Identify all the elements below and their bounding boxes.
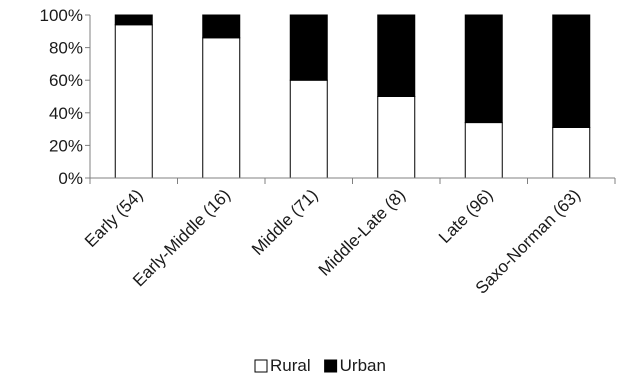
y-tick-label: 100% [40,6,83,25]
y-tick-label: 40% [49,104,83,123]
legend-label-urban: Urban [340,356,386,375]
x-category-label: Middle-Late (8) [315,185,409,279]
bar-urban-2 [289,14,328,81]
legend-label-rural: Rural [270,356,311,375]
x-category-label: Early (54) [81,185,147,251]
y-tick-label: 20% [49,136,83,155]
bar-rural-5 [552,126,591,179]
bar-urban-3 [377,14,416,97]
bar-urban-5 [552,14,591,128]
legend-swatch-rural [254,359,268,373]
legend: Rural Urban [254,356,386,375]
bar-urban-1 [202,14,241,39]
y-tick-label: 80% [49,39,83,58]
x-axis: Early (54)Early-Middle (16) Middle (71)Mi… [81,177,616,298]
bar-rural-0 [114,24,153,179]
bar-rural-4 [464,122,503,179]
x-category-label: Middle (71) [248,185,322,259]
y-axis: 0% 20% 40% 60% 80% 100% [40,6,91,188]
bar-urban-4 [464,14,503,124]
y-tick-label: 60% [49,71,83,90]
legend-swatch-urban [324,359,338,373]
bars [114,14,591,179]
x-category-label: Late (96) [435,185,497,247]
bar-rural-2 [289,79,328,179]
bar-rural-3 [377,96,416,179]
bar-rural-1 [202,37,241,179]
y-tick-label: 0% [58,169,83,188]
x-category-label: Early-Middle (16) [129,185,234,290]
bar-urban-0 [114,14,153,26]
